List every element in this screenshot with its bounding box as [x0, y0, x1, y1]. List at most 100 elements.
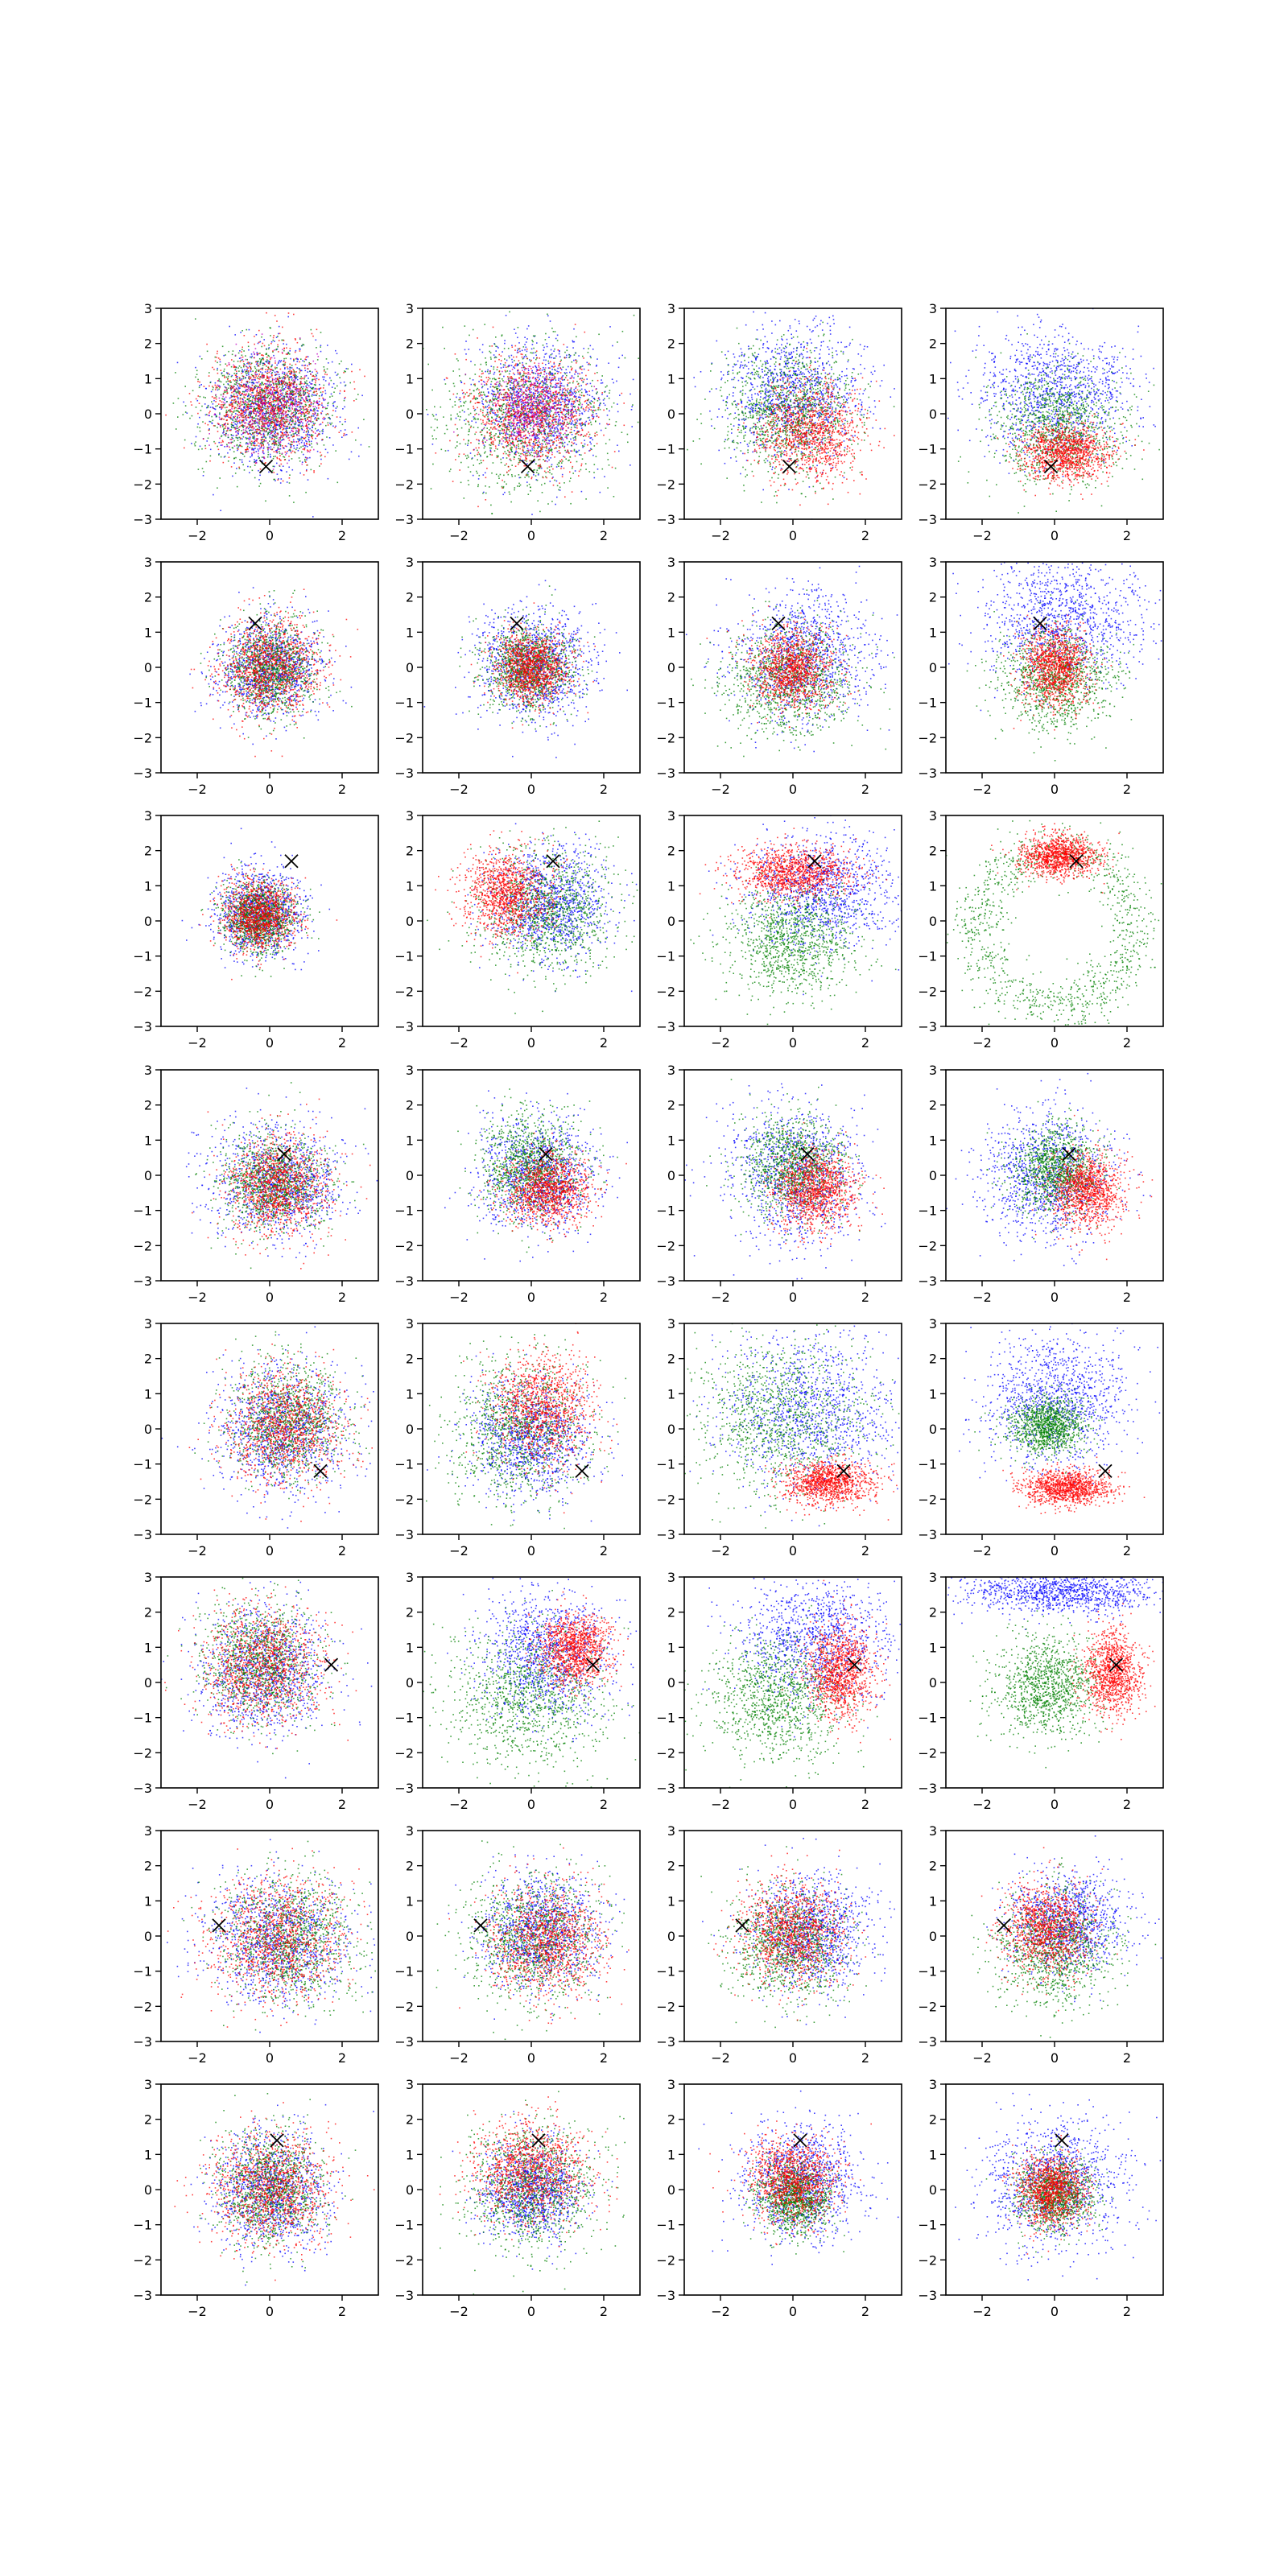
scatter-point — [242, 359, 244, 361]
scatter-point — [304, 394, 306, 395]
scatter-point — [518, 423, 519, 424]
scatter-point — [236, 468, 237, 469]
scatter-point — [261, 346, 262, 348]
scatter-point — [239, 387, 241, 389]
scatter-point — [270, 377, 272, 378]
scatter-point — [319, 424, 320, 426]
scatter-point — [550, 386, 551, 388]
scatter-point — [258, 394, 260, 396]
scatter-point — [581, 427, 583, 429]
scatter-point — [300, 358, 302, 360]
scatter-point — [208, 430, 210, 431]
scatter-point — [283, 424, 284, 426]
scatter-point — [562, 439, 564, 440]
scatter-point — [234, 416, 236, 418]
scatter-point — [192, 415, 193, 417]
scatter-point — [226, 382, 228, 383]
scatter-point — [549, 413, 551, 415]
scatter-point — [229, 410, 231, 411]
scatter-point — [575, 388, 576, 390]
scatter-point — [289, 422, 291, 423]
scatter-point — [289, 394, 291, 395]
scatter-point — [303, 442, 305, 444]
scatter-point — [485, 371, 486, 373]
scatter-point — [284, 396, 286, 398]
scatter-point — [471, 420, 473, 422]
scatter-point — [488, 391, 489, 393]
scatter-point — [233, 451, 235, 452]
scatter-point — [297, 416, 299, 418]
scatter-point — [581, 389, 583, 390]
scatter-point — [309, 435, 311, 436]
scatter-point — [271, 412, 273, 414]
scatter-point — [213, 407, 214, 409]
scatter-point — [276, 428, 278, 430]
scatter-point — [483, 403, 485, 405]
scatter-point — [324, 407, 326, 409]
scatter-point — [234, 396, 236, 398]
scatter-point — [286, 407, 287, 408]
scatter-point — [273, 440, 275, 442]
scatter-point — [602, 469, 604, 470]
scatter-point — [264, 436, 266, 438]
scatter-point — [307, 383, 308, 385]
scatter-point — [561, 385, 563, 386]
scatter-point — [257, 361, 258, 362]
scatter-point — [312, 375, 313, 377]
scatter-point — [597, 358, 598, 360]
scatter-point — [295, 371, 297, 373]
scatter-point — [279, 415, 280, 417]
scatter-point — [304, 359, 306, 361]
scatter-point — [282, 393, 283, 394]
scatter-point — [303, 448, 304, 450]
scatter-point — [295, 441, 297, 443]
scatter-point — [213, 494, 214, 496]
scatter-point — [286, 419, 287, 420]
scatter-point — [280, 419, 282, 421]
scatter-point — [272, 393, 274, 394]
scatter-point — [269, 415, 270, 417]
scatter-point — [341, 430, 342, 431]
scatter-point — [279, 448, 280, 450]
scatter-point — [234, 383, 236, 385]
scatter-point — [526, 377, 528, 378]
scatter-point — [258, 370, 260, 372]
scatter-point — [297, 418, 299, 419]
scatter-point — [240, 332, 242, 333]
scatter-point — [329, 423, 331, 424]
scatter-point — [293, 394, 295, 396]
scatter-point — [250, 443, 251, 444]
scatter-point — [223, 384, 225, 386]
scatter-point — [283, 406, 284, 407]
scatter-point — [570, 439, 572, 440]
scatter-point — [284, 422, 286, 423]
scatter-point — [601, 379, 602, 381]
scatter-point — [283, 404, 285, 406]
scatter-point — [283, 364, 284, 365]
scatter-point — [235, 399, 237, 401]
scatter-point — [320, 463, 322, 464]
scatter-point — [309, 457, 311, 459]
scatter-point — [631, 426, 633, 427]
scatter-point — [279, 440, 281, 441]
scatter-point — [259, 444, 261, 445]
scatter-point — [269, 361, 270, 363]
scatter-point — [303, 413, 305, 415]
scatter-point — [199, 427, 200, 429]
scatter-point — [588, 411, 589, 412]
scatter-point — [247, 407, 249, 408]
scatter-point — [200, 356, 201, 357]
scatter-point — [282, 405, 283, 407]
scatter-point — [316, 371, 318, 373]
scatter-point — [231, 439, 233, 440]
scatter-point — [511, 345, 513, 346]
scatter-point — [270, 437, 271, 439]
scatter-point — [571, 391, 572, 393]
scatter-point — [283, 436, 284, 437]
scatter-point — [265, 415, 266, 417]
scatter-point — [258, 411, 260, 413]
scatter-point — [270, 404, 271, 406]
scatter-point — [285, 454, 287, 456]
scatter-point — [290, 447, 291, 448]
scatter-point — [245, 452, 246, 453]
